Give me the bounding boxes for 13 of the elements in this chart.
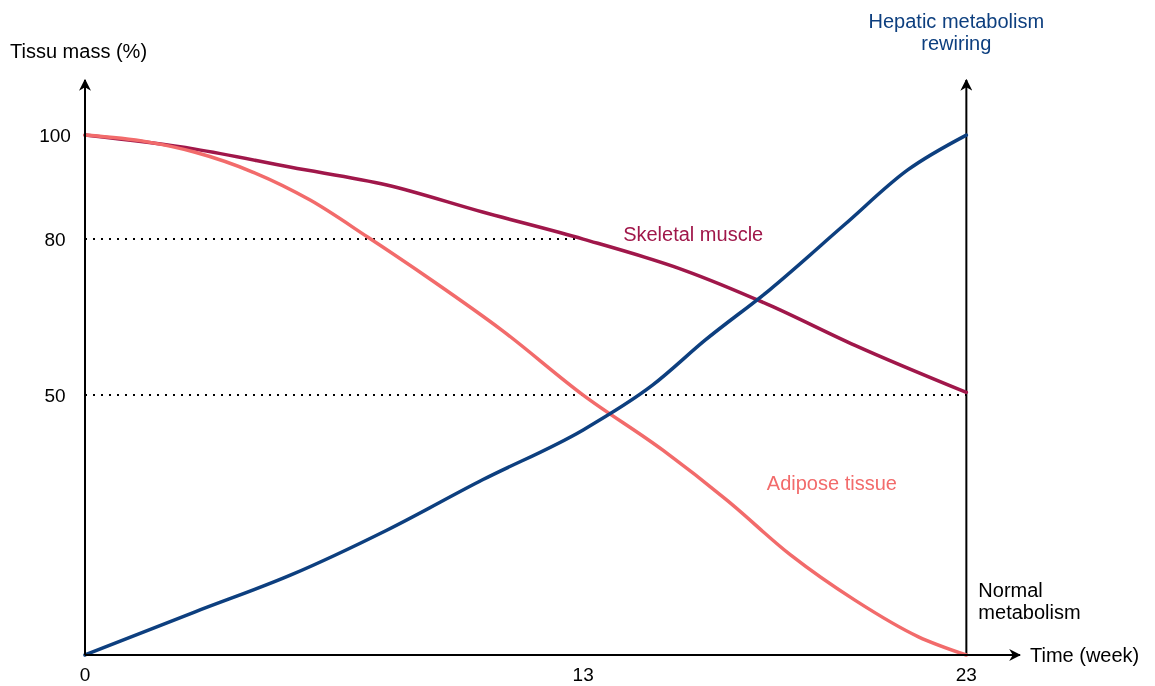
series-label: Adipose tissue [766, 472, 897, 495]
line-series [83, 133, 969, 657]
y-axis-title: Tissu mass (%) [10, 40, 148, 62]
y-tick-label: 50 [44, 385, 66, 407]
series-label: Skeletal muscle [623, 223, 764, 246]
x-axis-title: Time (week) [1030, 644, 1140, 666]
x-tick-label: 0 [79, 664, 91, 685]
x-tick-label: 13 [572, 664, 594, 685]
y-tick-label: 80 [44, 229, 66, 251]
x-tick-label: 23 [955, 664, 977, 685]
y-tick-label: 100 [39, 125, 71, 147]
y2-axis-title: Hepatic metabolism rewiring [868, 10, 1045, 54]
annotation: Normal metabolism [978, 579, 1081, 623]
